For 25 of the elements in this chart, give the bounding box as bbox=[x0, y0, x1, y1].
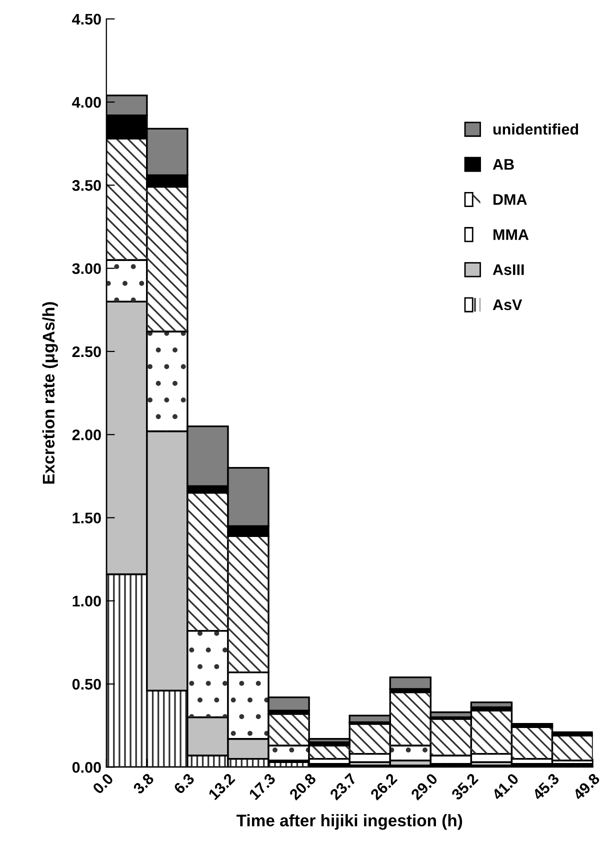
x-tick-label: 49.8 bbox=[572, 772, 600, 801]
y-tick-label: 0.50 bbox=[72, 678, 101, 690]
x-tick-label: 45.3 bbox=[532, 772, 560, 801]
legend-label: AsIII bbox=[492, 264, 524, 276]
legend-label: MMA bbox=[494, 229, 529, 240]
x-tick-label: 6.3 bbox=[173, 772, 196, 795]
y-tick-label: 3.50 bbox=[72, 180, 101, 191]
y-tick-label: 2.00 bbox=[72, 429, 101, 440]
legend-label: DMA bbox=[494, 194, 527, 205]
y-tick-label: 1.50 bbox=[72, 512, 101, 524]
y-tick-label: 0.00 bbox=[72, 762, 101, 773]
y-tick-label: 1.00 bbox=[72, 596, 101, 607]
y-tick-label: 4.50 bbox=[72, 14, 101, 25]
y-axis-title: Excretion rate (μgAs/h) bbox=[42, 302, 58, 484]
x-tick-label: 0.0 bbox=[92, 772, 114, 795]
x-tick-label: 3.8 bbox=[132, 772, 155, 795]
legend-label: unidentified bbox=[493, 123, 578, 135]
legend-label: AB bbox=[492, 159, 514, 170]
x-tick-label: 35.2 bbox=[450, 772, 479, 801]
y-tick-label: 2.50 bbox=[72, 346, 101, 358]
x-tick-label: 41.0 bbox=[491, 772, 520, 801]
y-tick-label: 3.00 bbox=[72, 263, 101, 274]
x-axis-title: Time after hijiki ingestion (h) bbox=[236, 814, 462, 830]
legend-label: AsV bbox=[492, 300, 522, 310]
y-tick-label: 4.00 bbox=[72, 96, 101, 108]
